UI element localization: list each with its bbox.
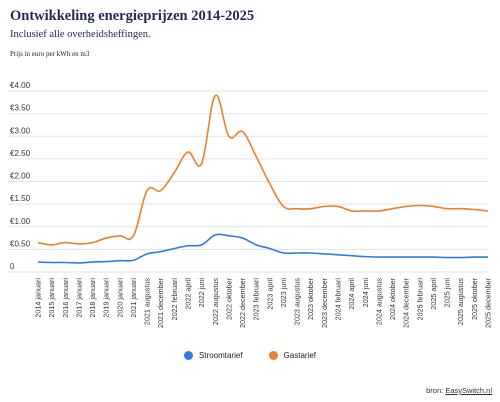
- x-tick-label: 2025 juni: [443, 278, 452, 308]
- x-tick-label: 2022 juni: [197, 278, 206, 308]
- gas-series-line: [37, 94, 489, 246]
- y-tick-label: 0: [10, 262, 15, 271]
- x-tick-label: 2025 oktober: [470, 277, 479, 320]
- x-tick-label: 2023 augustus: [293, 278, 302, 326]
- chart-title: Ontwikkeling energieprijzen 2014-2025: [10, 8, 255, 24]
- gridlines: [8, 90, 488, 273]
- source-credit: bron: EasySwitch.nl: [426, 386, 492, 395]
- legend-label-stroom: Stroomtarief: [198, 351, 243, 360]
- chart-subtitle: Inclusief alle overheidsheffingen.: [10, 29, 151, 40]
- y-tick-label: €1.50: [10, 194, 31, 203]
- y-axis-ticks: 0 €0.50 €1.00 €1.50 €2.00 €2.50 €3.00 €3.50 €4.0…: [10, 81, 31, 271]
- x-tick-label: 2025 augustus: [456, 278, 465, 326]
- x-tick-label: 2024 augustus: [374, 278, 383, 326]
- x-tick-label: 2025 december: [484, 277, 493, 328]
- x-tick-label: 2022 februari: [170, 278, 179, 321]
- legend-swatch-stroom: [183, 351, 193, 360]
- stroom-series-line: [37, 233, 489, 264]
- x-tick-label: 2024 december: [402, 277, 411, 328]
- y-axis-unit-label: Prijs in euro per kWh en m3: [10, 50, 90, 58]
- x-tick-label: 2023 april: [265, 278, 274, 310]
- x-tick-label: 2023 december: [320, 277, 329, 328]
- x-tick-label: 2021 augustus: [143, 278, 152, 326]
- x-tick-label: 2024 juni: [361, 278, 370, 308]
- x-tick-label: 2025 februari: [415, 278, 424, 321]
- x-tick-label: 2018 januari: [88, 278, 97, 318]
- legend-swatch-gas: [268, 351, 278, 360]
- x-tick-label: 2021 januari: [129, 278, 138, 318]
- x-tick-label: 2016 januari: [61, 278, 70, 318]
- x-tick-label: 2023 oktober: [306, 277, 315, 320]
- x-tick-label: 2022 augustus: [211, 278, 220, 326]
- legend-label-gas: Gastarief: [283, 351, 317, 360]
- x-tick-label: 2024 februari: [334, 278, 343, 321]
- x-tick-label: 2022 oktober: [224, 277, 233, 320]
- source-link[interactable]: EasySwitch.nl: [445, 386, 492, 395]
- legend: Stroomtarief Gastarief: [0, 351, 500, 360]
- source-prefix: bron:: [426, 386, 446, 395]
- x-axis-ticks: 2014 januari 2015 januari 2016 januari 2017…: [34, 277, 493, 328]
- x-tick-label: 2023 juni: [279, 278, 288, 308]
- x-tick-label: 2024 april: [347, 278, 356, 310]
- x-tick-label: 2023 februari: [252, 278, 261, 321]
- x-tick-label: 2015 januari: [47, 278, 56, 318]
- legend-item-stroom[interactable]: Stroomtarief: [183, 351, 243, 360]
- series-lines: [37, 94, 489, 264]
- y-tick-label: €3.50: [10, 104, 31, 113]
- x-tick-label: 2021 december: [156, 277, 165, 328]
- y-tick-label: €2.00: [10, 172, 31, 181]
- x-tick-label: 2017 januari: [74, 278, 83, 318]
- y-tick-label: €0.50: [10, 239, 31, 248]
- legend-item-gas[interactable]: Gastarief: [268, 351, 317, 360]
- x-tick-label: 2022 december: [238, 277, 247, 328]
- x-tick-label: 2025 april: [429, 278, 438, 310]
- x-tick-label: 2020 januari: [115, 278, 124, 318]
- y-tick-label: €1.00: [10, 217, 31, 226]
- x-tick-label: 2014 januari: [34, 278, 43, 318]
- y-tick-label: €3.00: [10, 126, 31, 135]
- y-tick-label: €2.50: [10, 149, 31, 158]
- x-tick-label: 2024 oktober: [388, 277, 397, 320]
- y-tick-label: €4.00: [10, 81, 31, 90]
- x-tick-label: 2019 januari: [102, 278, 111, 318]
- x-tick-label: 2022 april: [184, 278, 193, 310]
